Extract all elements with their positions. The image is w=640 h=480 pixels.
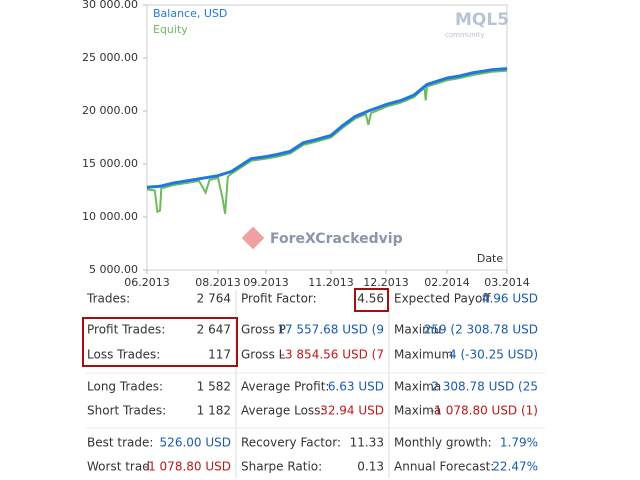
y-tick-label: 30 000.00 — [82, 0, 138, 11]
stat-label: Expected Payoff — [394, 292, 491, 306]
stat-label: Monthly growth: — [394, 436, 492, 450]
stat-label: Maximum — [394, 348, 453, 362]
stat-label: Best trade: — [87, 436, 153, 450]
x-tick-label: 02.2014 — [424, 276, 470, 289]
x-tick-label: 08.2013 — [195, 276, 241, 289]
stat-value: 4 (-30.25 USD) — [449, 348, 538, 362]
y-tick-label: 25 000.00 — [82, 51, 138, 64]
stat-label: Profit Factor: — [241, 292, 317, 306]
stat-label: Sharpe Ratio: — [241, 460, 322, 474]
stat-label: Average Loss: — [241, 404, 324, 418]
stat-label: Profit Trades: — [87, 323, 165, 337]
stat-label: Short Trades: — [87, 404, 166, 418]
highlight-box — [354, 288, 389, 312]
stat-value: 1.79% — [500, 436, 538, 450]
stats-table: Trades: 2 764 Profit Factor: 4.56 Expected P… — [86, 292, 538, 474]
stat-value: 4.56 — [357, 292, 384, 306]
x-tick-label: 09.2013 — [243, 276, 289, 289]
y-tick-label: 5 000.00 — [89, 263, 138, 276]
stat-value: 0.13 — [357, 460, 384, 474]
stat-value: 6.63 USD — [328, 380, 384, 394]
legend-entry: Balance, USD — [153, 7, 227, 20]
stat-label: Maxima — [394, 404, 441, 418]
stat-value: 22.47% — [492, 460, 538, 474]
stat-value: 1 582 — [197, 380, 231, 394]
highlight-box — [82, 317, 238, 367]
x-tick-label: 03.2014 — [484, 276, 530, 289]
x-tick-label: 11.2013 — [308, 276, 354, 289]
y-tick-label: 20 000.00 — [82, 104, 138, 117]
stat-value: 17 557.68 USD (9 — [277, 323, 384, 337]
stat-value: 2 764 — [197, 292, 231, 306]
x-axis-title: Date — [477, 252, 504, 265]
stat-value: 117 — [208, 348, 231, 362]
stat-label: Gross L — [241, 348, 286, 362]
series-line — [146, 69, 508, 214]
logo: MQL5 — [455, 10, 509, 30]
stat-value: -3 854.56 USD (7 — [281, 348, 384, 362]
stat-label: Long Trades: — [87, 380, 163, 394]
site-watermark: ForeXCrackedvip — [270, 231, 403, 247]
stat-label: Recovery Factor: — [241, 436, 341, 450]
stat-value: -1 078.80 USD — [144, 460, 231, 474]
stat-label: Loss Trades: — [87, 348, 160, 362]
y-tick-label: 10 000.00 — [82, 210, 138, 223]
stat-value: 1 182 — [197, 404, 231, 418]
stat-value: 11.33 — [350, 436, 384, 450]
x-tick-label: 06.2013 — [124, 276, 170, 289]
stat-value: 259 (2 308.78 USD — [424, 323, 538, 337]
y-tick-label: 15 000.00 — [82, 157, 138, 170]
series-line — [146, 67, 508, 189]
stat-label: Average Profit: — [241, 380, 329, 394]
x-tick-label: 12.2013 — [363, 276, 409, 289]
stat-label: Trades: — [86, 292, 130, 306]
stat-value: 2 647 — [197, 323, 231, 337]
stat-label: Maximu — [394, 323, 441, 337]
stat-label: Gross P — [241, 323, 286, 337]
legend-entry: Equity — [153, 23, 188, 36]
stat-value: 526.00 USD — [160, 436, 231, 450]
stat-value: -1 078.80 USD (1) — [430, 404, 538, 418]
stat-label: Annual Forecast: — [394, 460, 494, 474]
stat-value: 2 308.78 USD (25 — [431, 380, 538, 394]
stat-label: Worst trad — [87, 460, 150, 474]
stat-value: 4.96 USD — [482, 292, 538, 306]
stat-label: Maxima — [394, 380, 441, 394]
stat-value: -32.94 USD — [316, 404, 384, 418]
logo-sub: community — [445, 31, 484, 39]
